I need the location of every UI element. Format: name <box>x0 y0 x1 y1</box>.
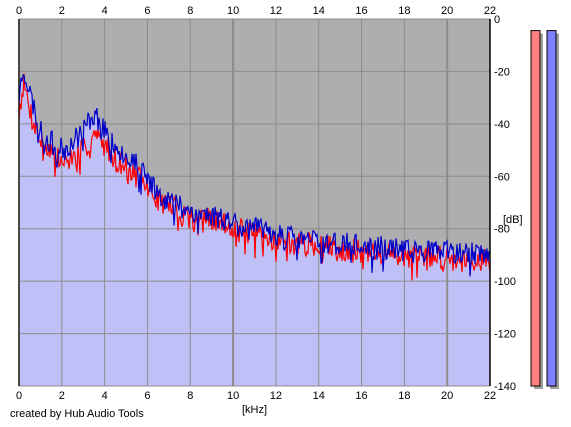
series-line-left <box>18 73 491 281</box>
y-tick-label: -20 <box>494 66 510 78</box>
series-line-right <box>18 74 491 277</box>
x-tick-label-bottom: 0 <box>16 390 22 402</box>
y-axis-label: [dB] <box>503 214 523 226</box>
x-tick-label-bottom: 6 <box>144 390 150 402</box>
x-tick-label-top: 18 <box>398 5 410 17</box>
y-tick-label: -40 <box>494 119 510 131</box>
y-tick-label: -80 <box>494 224 510 236</box>
x-tick-label-top: 14 <box>313 5 325 17</box>
level-meters <box>530 30 559 390</box>
x-tick-label-bottom: 22 <box>484 390 496 402</box>
x-tick-label-top: 16 <box>355 5 367 17</box>
y-tick-label: -120 <box>494 329 516 341</box>
x-tick-label-top: 2 <box>59 5 65 17</box>
x-tick-label-bottom: 8 <box>187 390 193 402</box>
x-tick-label-bottom: 12 <box>270 390 282 402</box>
x-tick-label-bottom: 10 <box>227 390 239 402</box>
x-tick-label-top: 8 <box>187 5 193 17</box>
x-tick-label-bottom: 20 <box>441 390 453 402</box>
grid-lines <box>18 18 491 387</box>
y-axis-ticks: 0 -20 -40 -60 -80 -100 -120 -140 <box>494 14 516 393</box>
x-axis-bottom-ticks: 0 2 4 6 8 10 12 14 16 18 20 22 <box>16 390 496 402</box>
y-tick-label: -100 <box>494 276 516 288</box>
level-meter-right <box>546 30 557 387</box>
x-tick-label-top: 12 <box>270 5 282 17</box>
y-tick-label: 0 <box>494 14 500 26</box>
x-tick-label-top: 4 <box>102 5 108 17</box>
x-tick-label-bottom: 18 <box>398 390 410 402</box>
x-tick-label-top: 20 <box>441 5 453 17</box>
x-tick-label-top: 22 <box>484 5 496 17</box>
x-axis-label: [kHz] <box>242 404 267 416</box>
x-tick-label-bottom: 16 <box>355 390 367 402</box>
credit-text: created by Hub Audio Tools <box>10 408 144 420</box>
x-tick-label-top: 10 <box>227 5 239 17</box>
x-tick-label-top: 0 <box>16 5 22 17</box>
x-axis-top-ticks: 0 2 4 6 8 10 12 14 16 18 20 22 <box>16 5 496 17</box>
x-tick-label-top: 6 <box>144 5 150 17</box>
y-tick-label: -140 <box>494 381 516 393</box>
y-tick-label: -60 <box>494 171 510 183</box>
x-tick-label-bottom: 4 <box>102 390 108 402</box>
x-tick-label-bottom: 14 <box>313 390 325 402</box>
level-meter-left <box>530 30 541 387</box>
x-tick-label-bottom: 2 <box>59 390 65 402</box>
